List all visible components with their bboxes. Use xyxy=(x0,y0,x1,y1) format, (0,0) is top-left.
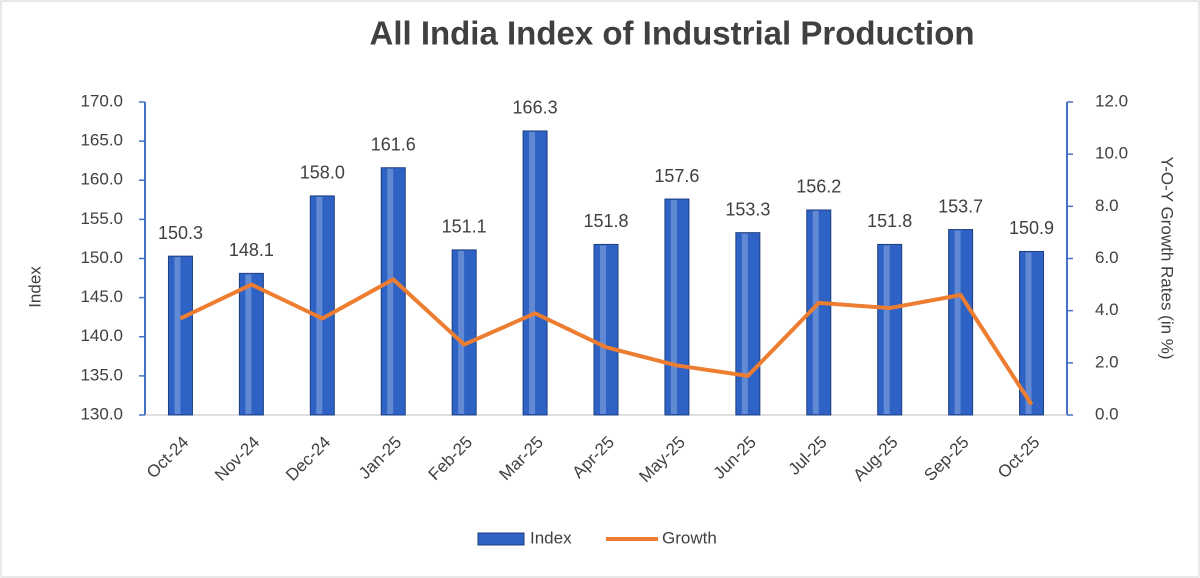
bar-highlight xyxy=(883,245,890,414)
bar xyxy=(1019,250,1045,416)
bar xyxy=(522,130,548,416)
bar xyxy=(664,198,690,416)
y2-axis-title: Y-O-Y Growth Rates (in %) xyxy=(1158,156,1177,359)
y2-tick-label: 2.0 xyxy=(1095,352,1119,371)
data-label: 150.9 xyxy=(1009,218,1054,238)
y-tick-label: 155.0 xyxy=(80,209,123,228)
y2-tick-label: 10.0 xyxy=(1095,144,1128,163)
data-label: 150.3 xyxy=(158,223,203,243)
data-label: 153.3 xyxy=(725,199,770,219)
data-label: 161.6 xyxy=(371,134,416,154)
bar-highlight xyxy=(1025,252,1032,414)
bar-highlight xyxy=(174,257,181,414)
bar-highlight xyxy=(458,250,465,414)
bar-highlight xyxy=(812,210,819,414)
legend-label: Growth xyxy=(662,528,717,547)
bar xyxy=(380,167,406,416)
data-label: 151.1 xyxy=(442,217,487,237)
y2-tick-label: 12.0 xyxy=(1095,91,1128,110)
y2-tick-label: 8.0 xyxy=(1095,196,1119,215)
y2-tick-label: 6.0 xyxy=(1095,248,1119,267)
chart-title: All India Index of Industrial Production xyxy=(369,15,974,52)
bar xyxy=(948,229,974,416)
y-tick-label: 170.0 xyxy=(80,91,123,110)
bar xyxy=(593,243,619,416)
y-tick-label: 150.0 xyxy=(80,248,123,267)
data-label: 151.8 xyxy=(867,211,912,231)
y-tick-label: 145.0 xyxy=(80,287,123,306)
bar xyxy=(238,272,264,416)
y2-tick-label: 4.0 xyxy=(1095,300,1119,319)
bar-highlight xyxy=(600,245,606,414)
data-label: 158.0 xyxy=(300,163,345,183)
bar xyxy=(309,195,335,416)
bar-highlight xyxy=(316,196,323,414)
bar xyxy=(877,243,903,416)
legend-swatch xyxy=(477,532,525,546)
bar xyxy=(735,232,761,416)
bar xyxy=(451,249,477,416)
bar-highlight xyxy=(529,131,536,414)
data-label: 151.8 xyxy=(583,211,628,231)
y-tick-label: 165.0 xyxy=(80,131,123,150)
bar xyxy=(167,255,193,416)
bar-highlight xyxy=(387,168,394,414)
bar-highlight xyxy=(741,233,748,414)
bar-highlight xyxy=(245,274,252,414)
growth-line xyxy=(179,277,1034,406)
y-tick-label: 135.0 xyxy=(80,365,123,384)
y-tick-label: 140.0 xyxy=(80,326,123,345)
data-label: 156.2 xyxy=(796,177,841,197)
data-label: 166.3 xyxy=(513,98,558,118)
data-label: 148.1 xyxy=(229,240,274,260)
data-label: 157.6 xyxy=(654,166,699,186)
y-axis-title: Index xyxy=(25,266,44,308)
y-tick-label: 160.0 xyxy=(80,170,123,189)
legend-label: Index xyxy=(530,528,572,547)
bar-highlight xyxy=(670,200,677,414)
bar-highlight xyxy=(954,230,961,414)
y-tick-label: 130.0 xyxy=(80,404,123,423)
y2-tick-label: 0.0 xyxy=(1095,404,1119,423)
data-label: 153.7 xyxy=(938,196,983,216)
